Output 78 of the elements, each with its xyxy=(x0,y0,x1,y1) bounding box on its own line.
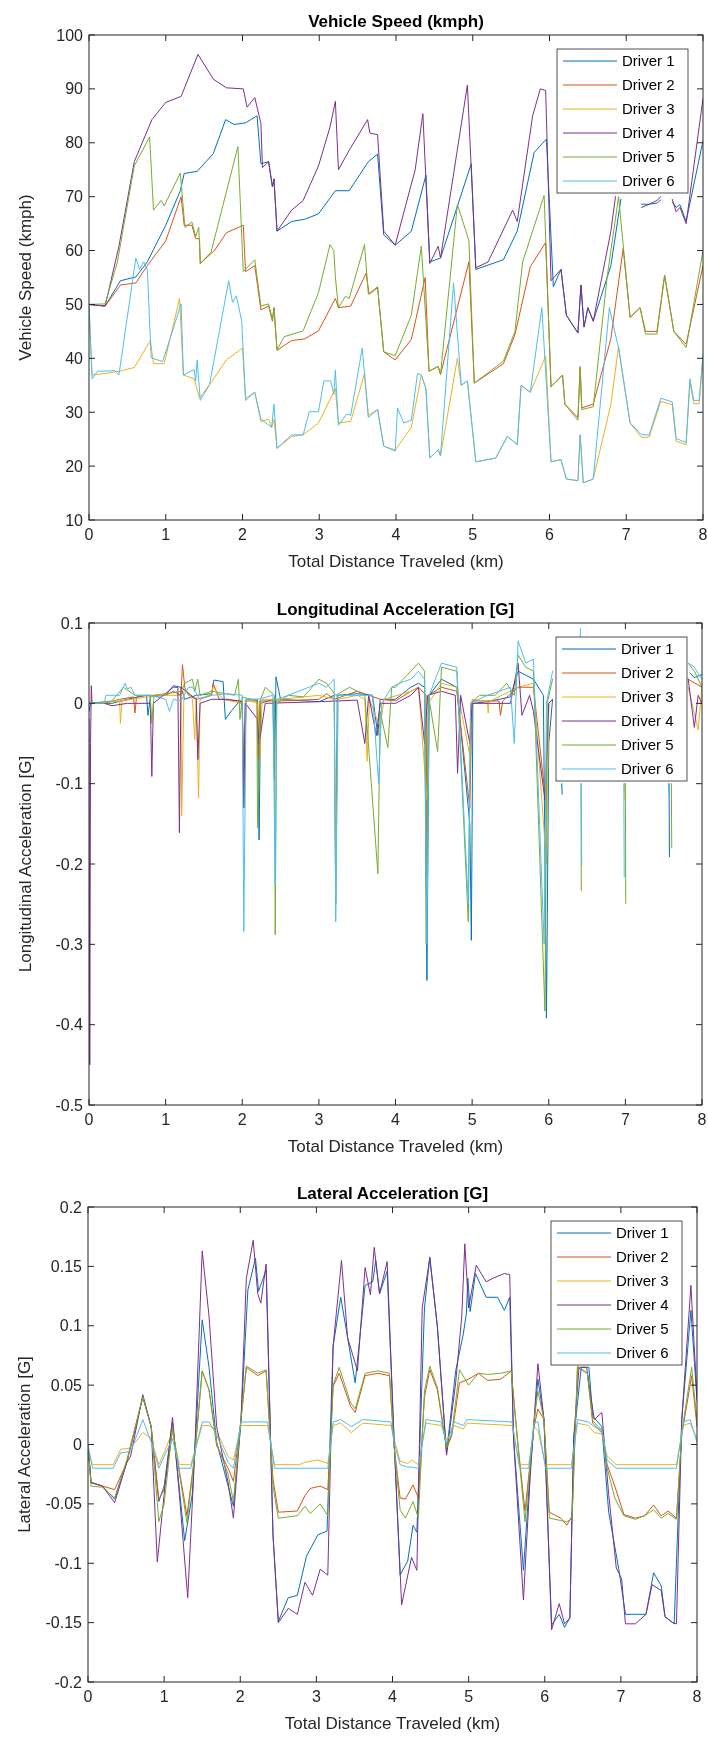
y-tick-label: 100 xyxy=(56,26,84,44)
x-tick-label: 4 xyxy=(388,1688,398,1705)
x-tick-label: 7 xyxy=(620,1111,630,1128)
y-axis-title: Lateral Acceleration [G] xyxy=(15,1356,34,1533)
chart-title: Vehicle Speed (kmph) xyxy=(308,12,484,31)
x-tick-label: 7 xyxy=(621,526,631,543)
y-tick-label: 90 xyxy=(65,80,84,98)
legend-label: Driver 1 xyxy=(622,52,675,70)
y-tick-label: 40 xyxy=(65,349,84,367)
y-tick-label: 20 xyxy=(65,457,84,475)
x-tick-label: 6 xyxy=(545,526,555,543)
y-tick-label: 0.15 xyxy=(50,1257,83,1275)
y-tick-label: -0.1 xyxy=(54,1554,83,1572)
x-tick-label: 5 xyxy=(467,1111,477,1128)
legend-label: Driver 6 xyxy=(621,760,674,778)
x-tick-label: 2 xyxy=(237,1111,247,1128)
legend-label: Driver 6 xyxy=(622,172,675,190)
legend-label: Driver 4 xyxy=(621,712,674,730)
x-tick-label: 5 xyxy=(464,1688,474,1705)
x-tick-label: 4 xyxy=(391,526,401,543)
line-series xyxy=(89,257,703,484)
y-tick-label: 0.05 xyxy=(50,1376,83,1394)
x-tick-label: 8 xyxy=(692,1688,702,1705)
y-tick-label: -0.1 xyxy=(55,775,84,793)
chart-title: Lateral Acceleration [G] xyxy=(296,1184,489,1203)
y-tick-label: 70 xyxy=(65,188,84,206)
legend-label: Driver 1 xyxy=(621,640,674,658)
x-axis-title: Total Distance Traveled (km) xyxy=(287,1137,504,1156)
y-axis-title: Longitudinal Acceleration [G] xyxy=(16,755,35,973)
x-tick-label: 1 xyxy=(159,1688,169,1705)
legend-label: Driver 6 xyxy=(616,1344,669,1362)
y-tick-label: 0.2 xyxy=(59,1198,83,1216)
y-tick-label: 80 xyxy=(65,134,84,152)
legend-label: Driver 5 xyxy=(621,736,674,754)
y-tick-label: 50 xyxy=(65,296,84,314)
x-tick-label: 8 xyxy=(698,526,708,543)
y-tick-label: 0 xyxy=(74,694,84,712)
x-tick-label: 7 xyxy=(616,1688,626,1705)
x-tick-label: 3 xyxy=(311,1688,321,1705)
legend-label: Driver 1 xyxy=(616,1224,669,1242)
x-tick-label: 6 xyxy=(544,1111,554,1128)
chart-title: Longitudinal Acceleration [G] xyxy=(276,600,515,619)
x-tick-label: 1 xyxy=(161,1111,171,1128)
x-tick-label: 4 xyxy=(391,1111,401,1128)
legend-label: Driver 2 xyxy=(621,664,674,682)
x-axis-title: Total Distance Traveled (km) xyxy=(288,552,504,571)
x-tick-label: 2 xyxy=(238,526,248,543)
x-axis-title: Total Distance Traveled (km) xyxy=(284,1714,501,1733)
x-tick-label: 3 xyxy=(314,526,324,543)
y-tick-label: 0.1 xyxy=(60,614,84,632)
y-tick-label: -0.05 xyxy=(45,1495,83,1513)
legend-label: Driver 3 xyxy=(616,1272,669,1290)
y-tick-label: 10 xyxy=(65,511,84,529)
x-tick-label: 1 xyxy=(161,526,171,543)
y-tick-label: -0.2 xyxy=(54,1673,83,1691)
legend-label: Driver 5 xyxy=(616,1320,669,1338)
legend-label: Driver 2 xyxy=(622,76,675,94)
y-tick-label: -0.5 xyxy=(55,1096,84,1114)
y-tick-label: -0.15 xyxy=(45,1614,83,1632)
legend-label: Driver 3 xyxy=(622,100,675,118)
x-tick-label: 3 xyxy=(314,1111,324,1128)
legend-label: Driver 4 xyxy=(616,1296,669,1314)
y-axis-title: Vehicle Speed (kmph) xyxy=(16,194,35,361)
y-tick-label: -0.4 xyxy=(55,1016,84,1034)
y-tick-label: 0 xyxy=(73,1436,83,1454)
y-tick-label: 30 xyxy=(65,403,84,421)
legend-label: Driver 2 xyxy=(616,1248,669,1266)
y-tick-label: -0.2 xyxy=(55,855,84,873)
x-tick-label: 8 xyxy=(697,1111,707,1128)
y-tick-label: -0.3 xyxy=(55,935,84,953)
y-tick-label: 0.1 xyxy=(59,1317,83,1335)
x-tick-label: 6 xyxy=(540,1688,550,1705)
x-tick-label: 5 xyxy=(468,526,478,543)
x-tick-label: 2 xyxy=(235,1688,245,1705)
legend-label: Driver 3 xyxy=(621,688,674,706)
legend-label: Driver 4 xyxy=(622,124,675,142)
legend-label: Driver 5 xyxy=(622,148,675,166)
y-tick-label: 60 xyxy=(65,242,84,260)
